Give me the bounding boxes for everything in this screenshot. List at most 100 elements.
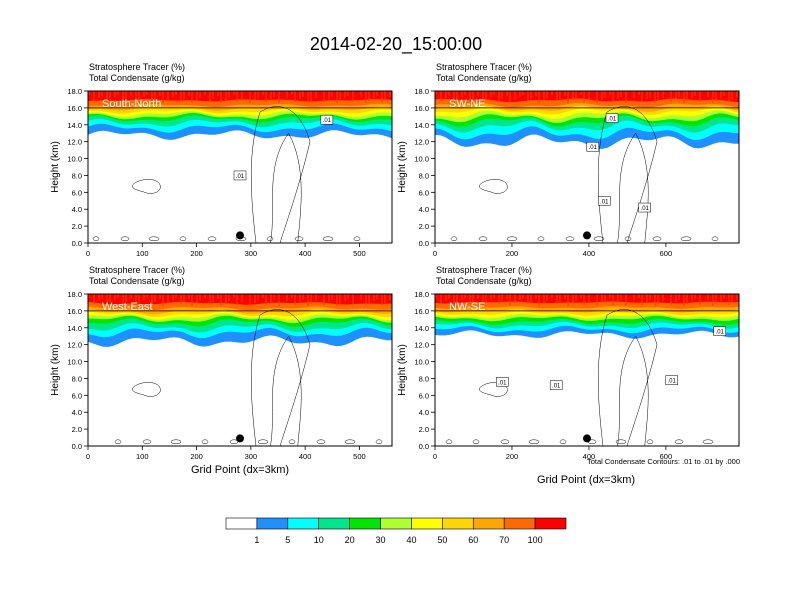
tracer-streak bbox=[125, 91, 127, 99]
tracer-streak bbox=[575, 294, 577, 301]
tracer-streak bbox=[291, 91, 293, 95]
tracer-streak bbox=[641, 294, 643, 305]
tracer-streak bbox=[265, 91, 267, 102]
tracer-streak bbox=[683, 91, 685, 103]
tracer-streak bbox=[501, 294, 503, 302]
condensate-contour bbox=[251, 309, 311, 446]
tracer-streak bbox=[135, 294, 137, 305]
tracer-streak bbox=[347, 294, 349, 299]
tracer-streak bbox=[93, 294, 95, 304]
contour-label: .01 bbox=[641, 206, 650, 212]
condensate-contour bbox=[472, 439, 480, 445]
y-tick-label: 14.0 bbox=[414, 121, 429, 130]
condensate-contour bbox=[506, 236, 518, 242]
condensate-contour bbox=[528, 439, 540, 445]
y-tick-label: 2.0 bbox=[419, 222, 429, 231]
tracer-streak bbox=[249, 294, 251, 306]
tracer-streak bbox=[482, 91, 484, 102]
tracer-streak bbox=[294, 294, 296, 305]
tracer-streak bbox=[273, 294, 275, 300]
tracer-streak bbox=[368, 91, 370, 101]
tracer-streak bbox=[464, 294, 466, 298]
tracer-streak bbox=[117, 91, 119, 95]
tracer-field: .01 .01 .01 .01 bbox=[435, 91, 739, 243]
tracer-streak bbox=[273, 91, 275, 97]
x-tick-label: 200 bbox=[506, 249, 519, 258]
tracer-streak bbox=[641, 91, 643, 102]
tracer-streak bbox=[715, 294, 717, 304]
tracer-streak bbox=[485, 91, 487, 100]
tracer-streak bbox=[294, 91, 296, 102]
tracer-streak bbox=[527, 91, 529, 101]
tracer-streak bbox=[323, 91, 325, 102]
colorbar-label: 20 bbox=[345, 535, 355, 545]
condensate-contour bbox=[148, 236, 160, 242]
condensate-contour bbox=[257, 439, 269, 445]
panel-header-condensate: Total Condensate (g/kg) bbox=[436, 276, 532, 286]
tracer-streak bbox=[675, 91, 677, 99]
colorbar-swatch bbox=[287, 517, 320, 530]
tracer-streak bbox=[556, 294, 558, 304]
x-tick-label: 200 bbox=[506, 452, 519, 461]
tracer-streak bbox=[336, 91, 338, 103]
contour-label: .01 bbox=[552, 384, 561, 390]
tracer-streak bbox=[445, 91, 447, 98]
tracer-field bbox=[88, 294, 392, 446]
x-tick-label: 100 bbox=[136, 452, 149, 461]
tracer-streak bbox=[662, 91, 664, 98]
tracer-streak bbox=[228, 91, 230, 98]
tracer-streak bbox=[143, 294, 145, 300]
tracer-streak bbox=[98, 91, 100, 98]
tracer-streak bbox=[519, 294, 521, 300]
condensate-contour bbox=[288, 439, 296, 445]
tracer-streak bbox=[620, 91, 622, 97]
y-axis-label: Height (km) bbox=[50, 344, 61, 396]
tracer-streak bbox=[199, 294, 201, 301]
tracer-streak bbox=[360, 294, 362, 300]
x-tick-label: 200 bbox=[190, 452, 203, 461]
tracer-streak bbox=[456, 294, 458, 303]
tracer-streak bbox=[699, 294, 701, 305]
colorbar-swatch bbox=[534, 517, 567, 530]
tracer-streak bbox=[469, 91, 471, 101]
condensate-contour bbox=[702, 439, 714, 445]
contour-label: .01 bbox=[716, 330, 725, 336]
tracer-streak bbox=[575, 91, 577, 98]
contour-label-box bbox=[586, 141, 600, 152]
tracer-streak bbox=[527, 294, 529, 304]
panel-frame bbox=[434, 90, 740, 244]
tracer-streak bbox=[493, 294, 495, 298]
tracer-streak bbox=[707, 294, 709, 300]
x-tick-label: 0 bbox=[86, 249, 90, 258]
panel-west-east: West-East Stratosphere Tracer (%)Total Co… bbox=[50, 265, 393, 461]
condensate-contour bbox=[353, 236, 361, 242]
y-tick-label: 10.0 bbox=[414, 155, 429, 164]
tracer-streak bbox=[167, 294, 169, 303]
tracer-streak bbox=[612, 91, 614, 102]
y-tick-label: 18.0 bbox=[414, 87, 429, 96]
condensate-contour bbox=[251, 106, 311, 243]
tracer-streak bbox=[572, 294, 574, 303]
condensate-contour bbox=[674, 439, 684, 445]
tracer-streak bbox=[522, 294, 524, 298]
tracer-streak bbox=[302, 91, 304, 97]
y-tick-label: 4.0 bbox=[419, 408, 429, 417]
condensate-contour bbox=[646, 439, 654, 445]
tracer-streak bbox=[384, 294, 386, 303]
contour-label-box bbox=[320, 114, 334, 125]
tracer-streak bbox=[723, 91, 725, 96]
tracer-streak bbox=[162, 91, 164, 103]
tracer-streak bbox=[453, 294, 455, 305]
tracer-streak bbox=[331, 294, 333, 300]
tracer-streak bbox=[678, 91, 680, 97]
y-tick-label: 12.0 bbox=[67, 341, 82, 350]
tracer-streak bbox=[625, 91, 627, 103]
x-tick-label: 600 bbox=[660, 452, 673, 461]
x-tick-label: 400 bbox=[299, 452, 312, 461]
tracer-streak bbox=[109, 294, 111, 303]
tracer-streak bbox=[98, 294, 100, 301]
y-tick-label: 0.0 bbox=[72, 442, 82, 451]
tracer-streak bbox=[604, 91, 606, 98]
condensate-contour bbox=[294, 236, 304, 242]
location-marker bbox=[236, 231, 244, 240]
